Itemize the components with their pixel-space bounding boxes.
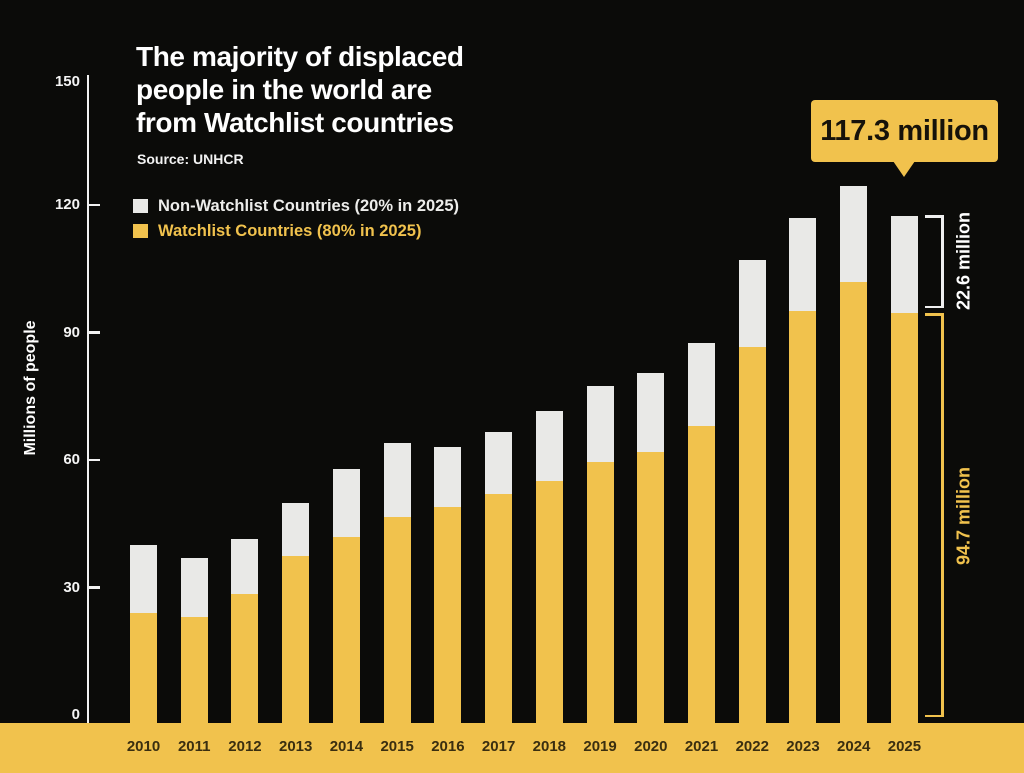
legend-swatch-non-watchlist-icon <box>133 199 148 213</box>
non-watchlist-bracket-arm-top <box>925 215 943 218</box>
bar-2014-watchlist-segment <box>332 536 360 723</box>
watchlist-bracket-arm-bottom <box>925 714 943 717</box>
chart-title-line-1: The majority of displaced <box>136 41 464 72</box>
non-watchlist-bracket <box>941 215 944 308</box>
chart-title: The majority of displaced people in the … <box>136 40 464 139</box>
callout-2025-total: 117.3 million <box>811 100 998 162</box>
bar-2024-watchlist-segment <box>840 281 868 723</box>
x-axis-label-2020: 2020 <box>634 738 668 755</box>
watchlist-bracket-arm-top <box>925 313 943 316</box>
y-tick-label-30: 30 <box>63 578 80 596</box>
bar-2023 <box>789 217 817 723</box>
x-axis-label-2017: 2017 <box>481 738 516 755</box>
x-axis-label-2021: 2021 <box>684 738 719 755</box>
bar-2022 <box>738 260 766 723</box>
bar-2019-watchlist-segment <box>586 462 614 723</box>
non-watchlist-bracket-arm-bottom <box>925 305 943 308</box>
bar-2013-watchlist-segment <box>282 555 310 723</box>
bar-2011-watchlist-segment <box>180 617 208 723</box>
x-axis-label-2016: 2016 <box>431 738 465 755</box>
legend-label-non-watchlist: Non-Watchlist Countries (20% in 2025) <box>158 196 460 215</box>
y-tick-mark-120 <box>89 203 100 207</box>
y-tick-label-120: 120 <box>54 196 80 213</box>
y-tick-mark-30 <box>89 586 100 589</box>
bar-2012-watchlist-segment <box>231 593 259 723</box>
bar-2015-watchlist-segment <box>383 517 411 723</box>
y-tick-label-90: 90 <box>63 323 80 341</box>
x-axis-label-2019: 2019 <box>583 738 617 755</box>
bar-2016 <box>434 447 462 723</box>
bar-2021-watchlist-segment <box>688 426 716 723</box>
bar-2017-watchlist-segment <box>485 494 513 723</box>
x-axis-label-2024: 2024 <box>837 738 871 755</box>
x-axis-label-2023: 2023 <box>786 738 820 755</box>
legend-item-non-watchlist: Non-Watchlist Countries (20% in 2025) <box>133 196 459 216</box>
bar-2012 <box>231 538 259 723</box>
bar-2024 <box>840 185 868 723</box>
bar-2018 <box>535 411 563 723</box>
x-axis-label-2010: 2010 <box>126 738 161 755</box>
x-axis-label-2012: 2012 <box>228 738 262 755</box>
bar-2018-watchlist-segment <box>535 481 563 723</box>
callout-pointer-icon <box>893 161 915 177</box>
legend-swatch-watchlist-icon <box>133 224 148 238</box>
bar-2021 <box>688 343 716 723</box>
bar-2025-watchlist-segment <box>890 312 918 723</box>
bar-2023-watchlist-segment <box>789 311 817 723</box>
bar-2025 <box>890 216 918 723</box>
bar-2022-watchlist-segment <box>738 347 766 723</box>
y-axis-line <box>87 75 89 723</box>
bar-2015 <box>383 443 411 723</box>
bar-2020-watchlist-segment <box>637 451 665 723</box>
x-axis-label-2013: 2013 <box>279 738 313 755</box>
y-tick-mark-60 <box>89 458 100 462</box>
chart-title-line-3: from Watchlist countries <box>136 107 454 138</box>
legend-label-watchlist: Watchlist Countries (80% in 2025) <box>158 221 422 240</box>
y-tick-mark-90 <box>89 331 100 334</box>
watchlist-bracket-label: 94.7 million <box>953 466 974 566</box>
legend-item-watchlist: Watchlist Countries (80% in 2025) <box>133 221 459 241</box>
bar-2017 <box>485 432 513 723</box>
bar-2014 <box>332 468 360 723</box>
x-axis-label-2018: 2018 <box>532 738 567 755</box>
bar-2020 <box>637 372 665 723</box>
x-axis-band: 2010 2011 2012 2013 2014 2015 2016 2017 2018 2019… <box>0 723 1024 773</box>
watchlist-bracket <box>941 313 944 717</box>
bar-2019 <box>586 385 614 723</box>
source-note: Source: UNHCR <box>137 151 244 167</box>
y-tick-label-150: 150 <box>54 72 80 90</box>
non-watchlist-bracket-label: 22.6 million <box>953 211 974 311</box>
y-axis-title: Millions of people <box>22 320 39 456</box>
bar-2010 <box>130 545 157 723</box>
x-axis-label-2015: 2015 <box>380 738 414 755</box>
bar-2013 <box>282 502 310 723</box>
chart-title-line-2: people in the world are <box>136 74 432 105</box>
x-axis-label-2014: 2014 <box>329 738 364 755</box>
legend: Non-Watchlist Countries (20% in 2025) Wa… <box>133 196 459 246</box>
x-axis-label-2022: 2022 <box>735 738 769 755</box>
y-tick-label-60: 60 <box>63 451 80 468</box>
bar-2011 <box>180 557 208 723</box>
x-axis-label-2025: 2025 <box>887 738 922 755</box>
y-tick-label-0: 0 <box>71 706 80 723</box>
bar-2016-watchlist-segment <box>434 506 462 723</box>
bar-2010-watchlist-segment <box>130 613 157 723</box>
x-axis-label-2011: 2011 <box>177 738 211 755</box>
